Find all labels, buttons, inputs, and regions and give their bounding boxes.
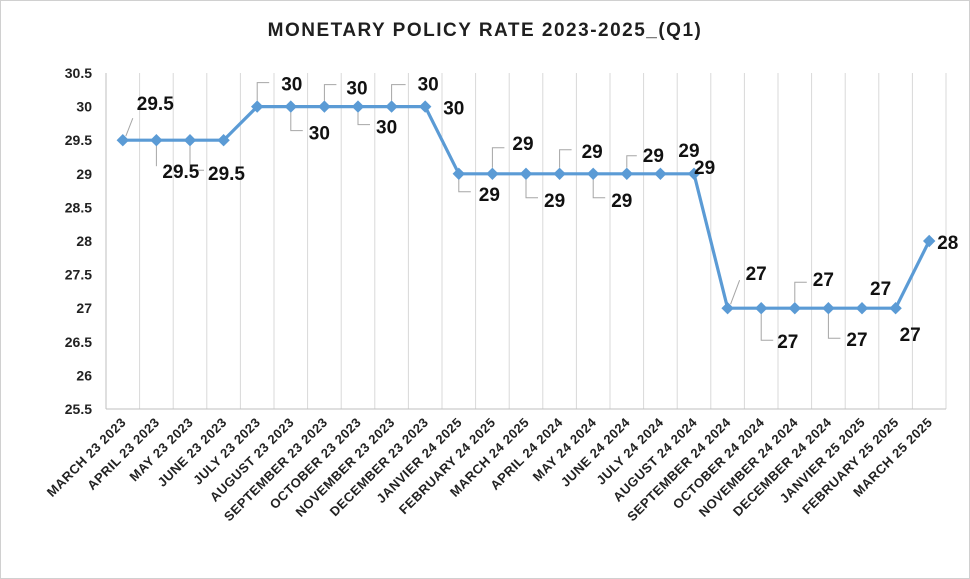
label-leader-line xyxy=(730,280,741,305)
label-leader-line xyxy=(760,312,774,341)
gridlines xyxy=(139,73,947,409)
data-label: 27 xyxy=(870,279,891,300)
data-label: 27 xyxy=(746,264,767,285)
data-point-marker xyxy=(754,301,768,315)
label-leader-line xyxy=(391,84,406,101)
y-tick-label: 25.5 xyxy=(65,401,92,417)
data-label: 29 xyxy=(678,141,699,162)
label-leader-line xyxy=(323,84,337,101)
data-point-marker xyxy=(351,100,365,113)
data-point-marker xyxy=(721,301,734,315)
y-tick-label: 27 xyxy=(76,300,92,316)
label-leader-line xyxy=(290,110,303,132)
data-point-marker xyxy=(620,167,634,181)
chart-title: MONETARY POLICY RATE 2023-2025_(Q1) xyxy=(267,20,703,41)
data-label: 30 xyxy=(418,75,439,96)
label-leader-line xyxy=(559,149,572,168)
data-label: 27 xyxy=(846,330,867,351)
data-point-marker xyxy=(452,167,466,181)
label-leader-line xyxy=(525,177,538,199)
data-label: 30 xyxy=(443,99,464,120)
label-leader-line xyxy=(256,82,270,101)
data-point-marker xyxy=(486,167,499,181)
data-point-marker xyxy=(217,133,230,147)
data-label: 29.5 xyxy=(208,164,245,185)
data-point-marker xyxy=(519,167,533,181)
data-label: 28 xyxy=(937,233,958,254)
data-label: 27 xyxy=(777,332,798,353)
data-point-marker xyxy=(922,234,936,248)
label-leader-line xyxy=(491,147,505,168)
y-tick-label: 26.5 xyxy=(65,334,92,350)
label-leader-line xyxy=(189,144,204,171)
data-label: 29 xyxy=(582,142,603,163)
data-label: 30 xyxy=(281,75,302,96)
axes xyxy=(105,73,946,410)
data-point-marker xyxy=(788,301,802,315)
data-point-marker xyxy=(250,100,264,113)
data-markers xyxy=(116,100,936,315)
label-leader-line xyxy=(592,177,606,199)
data-label: 29 xyxy=(611,191,632,212)
data-label: 29 xyxy=(479,185,500,206)
y-tick-label: 29 xyxy=(76,166,92,182)
data-point-marker xyxy=(654,167,667,181)
data-point-marker xyxy=(855,301,869,315)
data-label: 29.5 xyxy=(162,162,199,183)
data-label: 29.5 xyxy=(137,94,174,115)
label-leader-lines xyxy=(125,82,841,341)
label-leader-line xyxy=(626,155,637,168)
y-tick-label: 30.5 xyxy=(65,65,92,81)
data-point-marker xyxy=(889,301,902,315)
data-label: 30 xyxy=(376,118,397,139)
y-axis-ticks: 25.5 26 26.5 27 27.5 28 28.5 29 29.5 30 30.5 xyxy=(65,65,92,417)
data-label: 29 xyxy=(512,134,533,155)
label-leader-line xyxy=(125,118,134,137)
data-label: 27 xyxy=(900,325,921,346)
y-tick-label: 27.5 xyxy=(65,267,92,283)
data-point-marker xyxy=(586,167,600,181)
y-tick-label: 28 xyxy=(76,233,92,249)
data-point-marker xyxy=(183,133,197,147)
data-point-marker xyxy=(150,133,163,147)
data-label: 29 xyxy=(643,146,664,167)
y-tick-label: 29.5 xyxy=(65,132,92,148)
data-label: 29 xyxy=(544,191,565,212)
data-point-marker xyxy=(318,100,331,113)
data-point-marker xyxy=(116,133,130,147)
data-point-marker xyxy=(822,301,835,315)
data-point-marker xyxy=(385,100,398,113)
y-tick-label: 26 xyxy=(76,367,92,383)
label-leader-line xyxy=(827,312,841,339)
y-tick-label: 30 xyxy=(76,99,92,115)
data-label: 29 xyxy=(694,158,715,179)
data-point-marker xyxy=(418,100,432,113)
data-label: 30 xyxy=(309,124,330,145)
label-leader-line xyxy=(794,281,807,303)
data-label: 30 xyxy=(346,79,367,100)
y-tick-label: 28.5 xyxy=(65,199,92,215)
data-point-marker xyxy=(553,167,566,181)
data-point-marker xyxy=(284,100,298,113)
label-leader-line xyxy=(458,177,471,193)
data-point-marker xyxy=(687,167,701,181)
data-label: 27 xyxy=(813,270,834,291)
label-leader-line xyxy=(357,110,370,126)
